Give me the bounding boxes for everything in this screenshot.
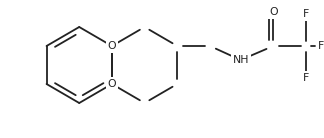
Text: NH: NH (232, 55, 249, 65)
Text: F: F (303, 9, 309, 19)
Text: O: O (269, 7, 278, 17)
Text: F: F (303, 73, 309, 83)
Text: O: O (108, 41, 116, 51)
Text: O: O (108, 79, 116, 89)
Text: F: F (318, 41, 324, 51)
